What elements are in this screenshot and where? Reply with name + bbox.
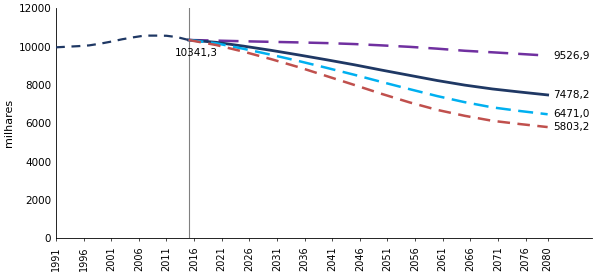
Text: 9526,9: 9526,9 [553,51,589,60]
Text: 5803,2: 5803,2 [553,122,589,132]
Y-axis label: milhares: milhares [4,99,14,147]
Text: 10341,3: 10341,3 [175,48,217,59]
Text: 7478,2: 7478,2 [553,90,589,100]
Text: 6471,0: 6471,0 [553,109,589,119]
